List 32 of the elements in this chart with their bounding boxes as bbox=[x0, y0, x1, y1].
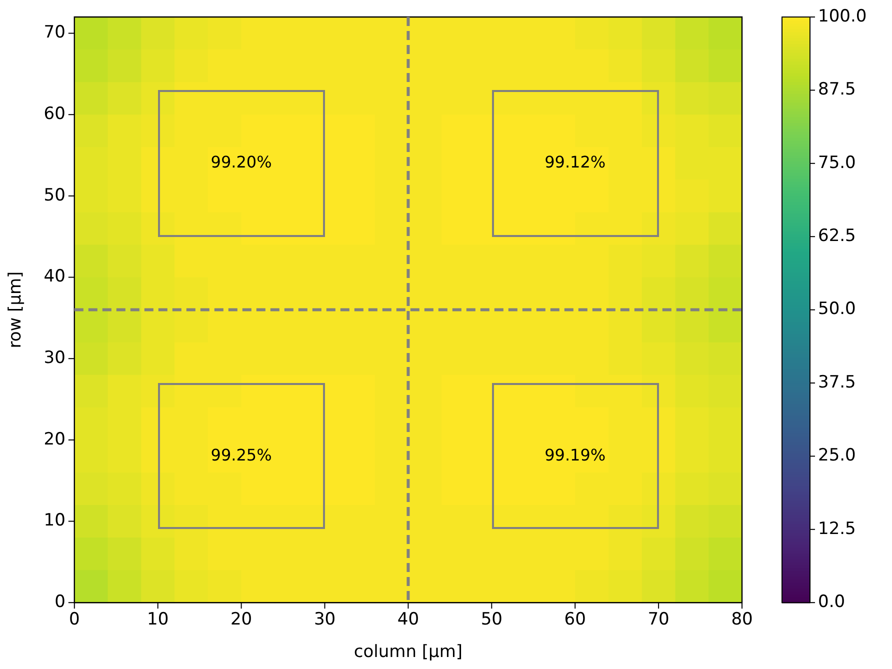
color-bar-label: 62.5 bbox=[818, 226, 856, 246]
x-tick-label: 80 bbox=[731, 610, 753, 630]
y-tick-label: 50 bbox=[44, 185, 66, 206]
annotation: 99.19% bbox=[544, 445, 606, 464]
x-tick-label: 50 bbox=[480, 610, 502, 630]
y-tick-label: 30 bbox=[44, 348, 66, 368]
annotation: 99.20% bbox=[210, 152, 272, 172]
y-tick-label: 10 bbox=[44, 510, 66, 531]
y-tick-label: 70 bbox=[44, 22, 66, 43]
color-bar-label: 87.5 bbox=[818, 80, 856, 100]
y-tick-label: 40 bbox=[44, 266, 66, 287]
x-tick-label: 60 bbox=[564, 610, 586, 630]
x-tick-label: 30 bbox=[314, 610, 336, 630]
color-bar-label: 100.0 bbox=[818, 6, 867, 26]
x-tick-label: 0 bbox=[68, 610, 80, 630]
y-axis-title: row [µm] bbox=[6, 271, 26, 348]
color-bar-label: 12.5 bbox=[818, 518, 856, 539]
color-bar-label: 50.0 bbox=[818, 299, 856, 320]
x-axis-title: column [µm] bbox=[354, 642, 463, 662]
y-tick-label: 60 bbox=[44, 104, 66, 124]
y-tick-label: 0 bbox=[54, 592, 66, 612]
color-bar-label: 75.0 bbox=[818, 152, 856, 173]
annotation: 99.12% bbox=[544, 152, 606, 172]
color-bar-label: 25.0 bbox=[818, 446, 856, 466]
color-bar-label: 37.5 bbox=[818, 372, 856, 392]
x-tick-label: 40 bbox=[397, 610, 420, 630]
y-tick-label: 20 bbox=[44, 429, 66, 450]
annotation: 99.25% bbox=[210, 445, 272, 464]
x-tick-label: 10 bbox=[147, 610, 169, 630]
x-tick-label: 20 bbox=[230, 610, 252, 630]
color-bar-label: 0.0 bbox=[818, 592, 846, 612]
x-tick-label: 70 bbox=[648, 610, 670, 630]
